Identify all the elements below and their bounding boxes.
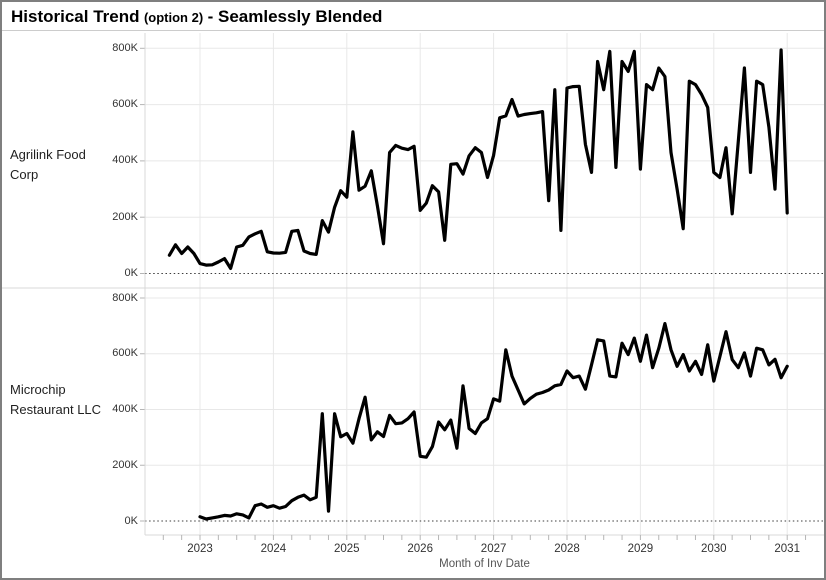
chart-title: Historical Trend (option 2)(option 2) - … [2, 2, 824, 31]
y-tick-label: 0K [124, 514, 138, 527]
x-tick-label: 2026 [407, 543, 433, 555]
x-tick-label: 2027 [480, 543, 507, 555]
trend-line-microchip [198, 322, 789, 521]
x-tick-label: 2031 [774, 543, 800, 555]
trend-line-agrilink [167, 48, 789, 270]
y-tick-label: 400K [112, 403, 138, 415]
x-tick-label: 2030 [701, 543, 727, 555]
row-label-microchip: Microchip Restaurant LLC [10, 382, 102, 417]
y-tick-label: 800K [112, 291, 138, 304]
row-label-agrilink: Agrilink Food Corp [10, 147, 86, 182]
x-tick-label: 2025 [334, 543, 360, 555]
y-tick-label: 200K [112, 210, 138, 223]
x-tick-label: 2029 [627, 543, 654, 555]
chart-title-suffix: - Seamlessly Blended [207, 7, 383, 26]
y-tick-label: 800K [112, 41, 138, 54]
x-tick-label: 2023 [187, 543, 213, 555]
x-axis-title: Month of Inv Date [439, 558, 530, 570]
y-tick-label: 600K [112, 347, 138, 360]
x-tick-label: 2028 [554, 543, 580, 555]
y-tick-label: 600K [112, 98, 138, 111]
x-tick-label: 2024 [260, 543, 287, 555]
y-tick-label: 400K [112, 154, 138, 167]
y-tick-label: 200K [112, 458, 138, 471]
y-tick-label: 0K [124, 267, 138, 279]
chart-title-option: (option 2) [143, 10, 204, 25]
chart-title-main: Historical Trend [11, 7, 140, 26]
